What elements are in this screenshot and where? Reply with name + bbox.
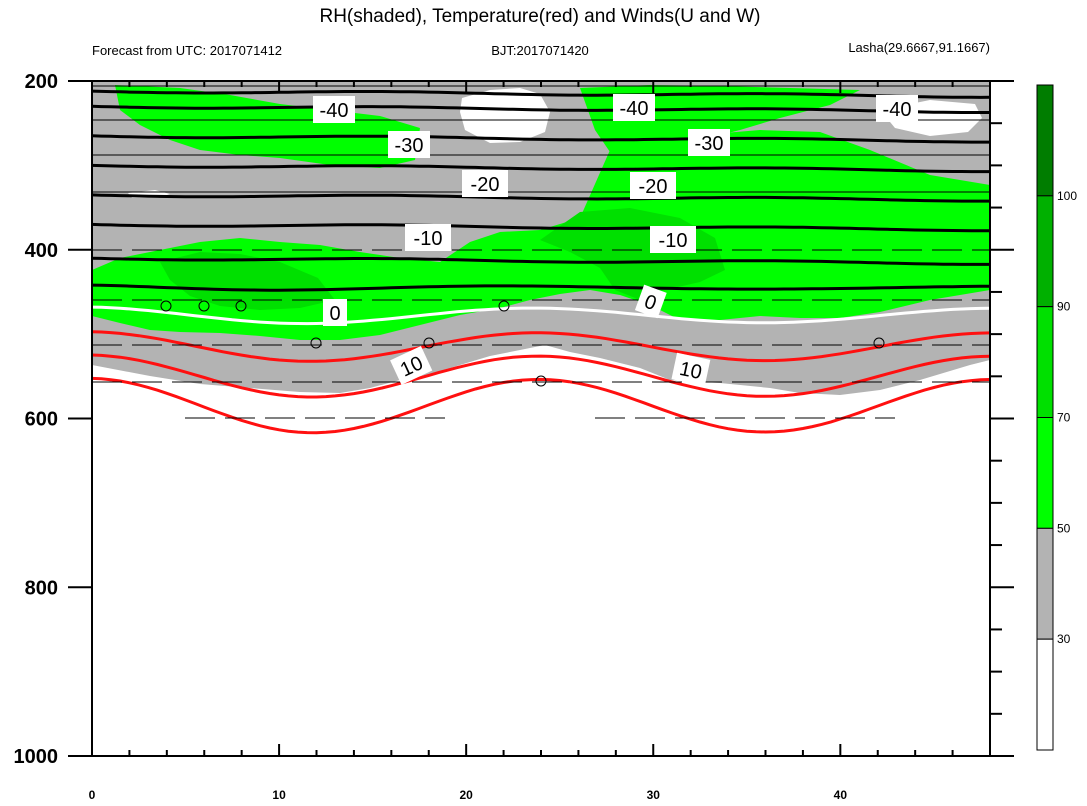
x-tick-label: 20 [459, 788, 473, 802]
y-tick-label: 800 [25, 577, 58, 599]
rh-green-upper-left [115, 85, 420, 168]
x-axis: 0 10 20 30 40 [89, 81, 991, 802]
calm-circle [873, 337, 885, 349]
colorbar-swatch [1036, 527, 1054, 640]
x-tick-label: 10 [272, 788, 286, 802]
calm-circle [423, 337, 435, 349]
colorbar-swatch [1036, 306, 1054, 418]
chart-title: RH(shaded), Temperature(red) and Winds(U… [319, 6, 760, 27]
station-location-label: Lasha(29.6667,91.1667) [848, 40, 990, 55]
forecast-time-label: Forecast from UTC: 2017071412 [92, 43, 282, 58]
isotherm-label-minus10-b: -10 [659, 230, 688, 252]
y-tick-label: 600 [25, 409, 58, 431]
calm-circles [160, 300, 885, 387]
isotherm-line [92, 134, 990, 144]
colorbar-swatch [1036, 417, 1054, 529]
isotherm-line [92, 222, 990, 233]
colorbar-legend: 100 90 70 50 30 [1036, 84, 1077, 751]
y-tick-label: 200 [25, 71, 58, 93]
isotherm-label-minus30-b: -30 [695, 133, 724, 155]
calm-circle [160, 300, 172, 312]
calm-circle [198, 300, 210, 312]
rh-shading [92, 81, 990, 395]
calm-circle [535, 375, 547, 387]
colorbar-swatch [1036, 195, 1054, 308]
isotherm-line [92, 283, 990, 292]
colorbar-label: 50 [1057, 521, 1071, 535]
calm-circle [310, 337, 322, 349]
colorbar-label: 30 [1057, 632, 1071, 646]
colorbar-label: 100 [1057, 189, 1077, 203]
isotherm-line [92, 193, 990, 203]
isotherm-line [92, 353, 990, 399]
y-axis: 200 400 600 800 1000 [14, 71, 1014, 768]
y-tick-label: 400 [25, 240, 58, 262]
rh-white-patch-top-center [460, 88, 550, 143]
isotherm-line [92, 330, 990, 363]
contour-labels: -40 -40 -40 -30 -30 -20 -20 -10 -10 0 0 … [313, 94, 918, 387]
isotherm-line [92, 256, 990, 266]
isotherm-label-minus30-a: -30 [395, 135, 424, 157]
isotherm-line [92, 104, 990, 114]
y-tick-label: 1000 [14, 746, 59, 768]
isotherm-lines [92, 89, 990, 435]
isotherm-line [92, 376, 990, 435]
isotherm-label-minus40-a: -40 [320, 100, 349, 122]
x-tick-label: 30 [647, 788, 661, 802]
isotherm-label-minus20-a: -20 [471, 174, 500, 196]
colorbar-label: 70 [1057, 411, 1071, 425]
isotherm-label-minus20-b: -20 [639, 176, 668, 198]
rh-green-patch-left [160, 252, 335, 310]
colorbar-label: 90 [1057, 300, 1071, 314]
bjt-time-label: BJT:2017071420 [491, 43, 589, 58]
isotherm-label-minus40-b: -40 [620, 98, 649, 120]
isotherm-label-ten-b: 10 [677, 358, 703, 384]
isotherm-label-zero-a: 0 [329, 303, 340, 325]
x-tick-label: 40 [834, 788, 848, 802]
colorbar-swatch [1036, 84, 1054, 197]
isotherm-line [92, 305, 990, 326]
calm-circle [235, 300, 247, 312]
isotherm-line [92, 89, 990, 99]
colorbar-swatch [1036, 638, 1054, 751]
rh-white-patch-lower-center [555, 360, 590, 372]
isotherm-line [92, 163, 990, 174]
isotherm-label-minus40-c: -40 [883, 99, 912, 121]
isotherm-label-minus10-a: -10 [414, 228, 443, 250]
x-tick-label: 0 [89, 788, 96, 802]
calm-circle [498, 300, 510, 312]
wind-barbs [92, 85, 990, 419]
